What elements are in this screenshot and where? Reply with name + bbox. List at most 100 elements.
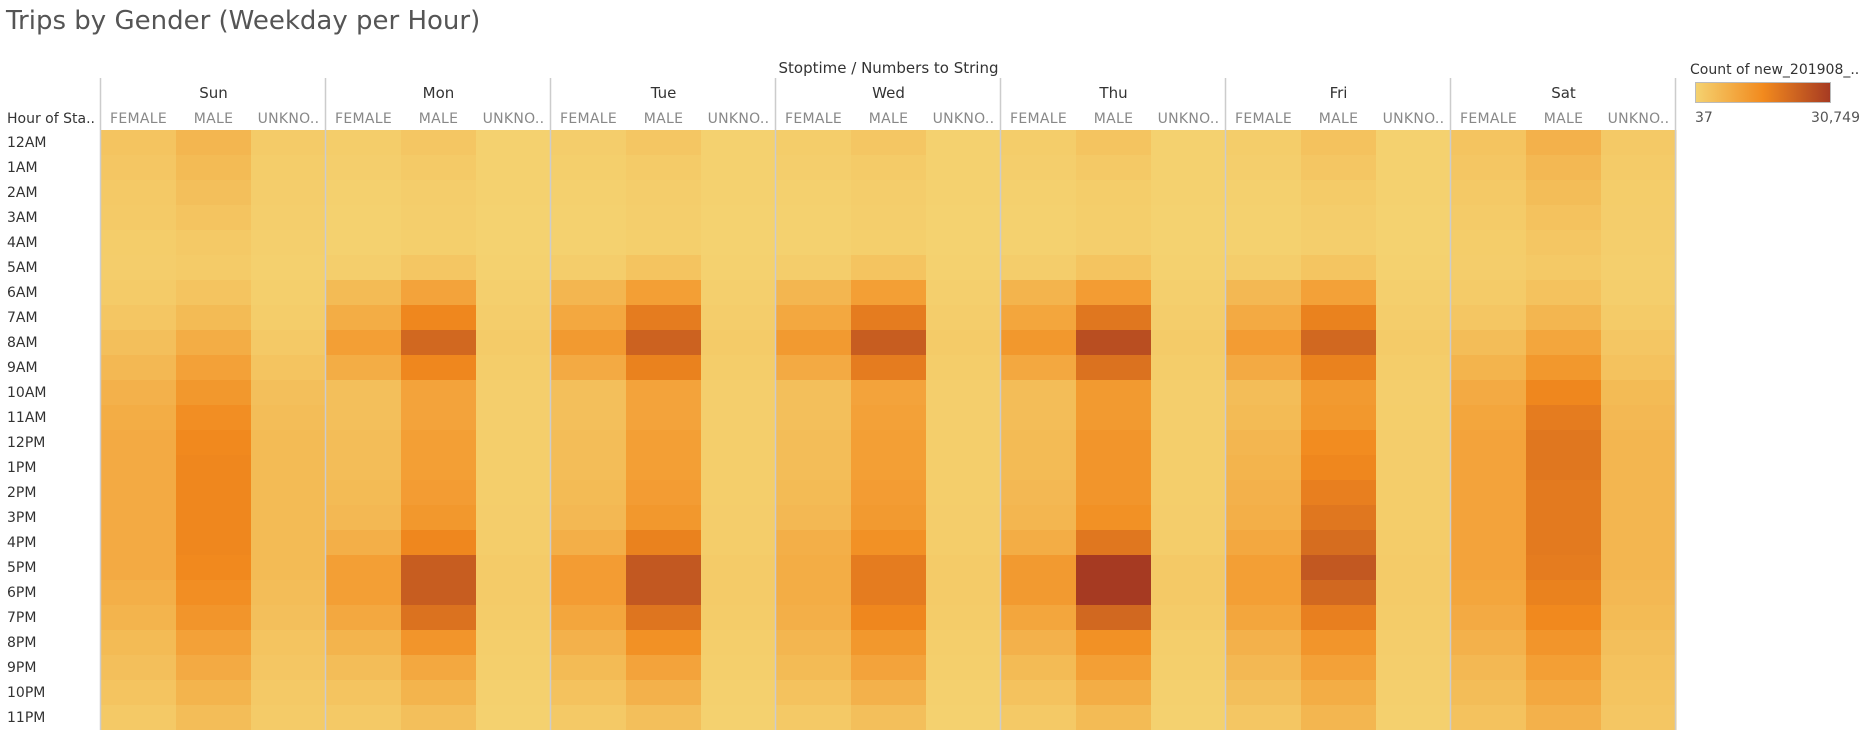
heatmap-cell-wed-female-7pm[interactable]: [776, 605, 852, 631]
heatmap-cell-sat-female-7am[interactable]: [1451, 305, 1527, 331]
heatmap-cell-mon-male-3am[interactable]: [401, 205, 477, 231]
heatmap-cell-mon-female-11pm[interactable]: [326, 705, 402, 730]
heatmap-cell-sat-male-11am[interactable]: [1526, 405, 1602, 431]
heatmap-cell-thu-male-10pm[interactable]: [1076, 680, 1152, 706]
heatmap-cell-wed-female-1am[interactable]: [776, 155, 852, 181]
heatmap-cell-tue-unknown-5am[interactable]: [701, 255, 777, 281]
heatmap-cell-wed-male-12am[interactable]: [851, 130, 927, 156]
heatmap-cell-sun-male-9am[interactable]: [176, 355, 252, 381]
heatmap-cell-mon-male-6am[interactable]: [401, 280, 477, 306]
heatmap-cell-thu-female-7am[interactable]: [1001, 305, 1077, 331]
heatmap-cell-sat-male-1pm[interactable]: [1526, 455, 1602, 481]
heatmap-cell-thu-unknown-6am[interactable]: [1151, 280, 1227, 306]
heatmap-cell-sun-female-1pm[interactable]: [101, 455, 177, 481]
heatmap-cell-sat-female-6pm[interactable]: [1451, 580, 1527, 606]
heatmap-cell-tue-male-2pm[interactable]: [626, 480, 702, 506]
heatmap-cell-tue-female-12am[interactable]: [551, 130, 627, 156]
heatmap-cell-fri-female-3pm[interactable]: [1226, 505, 1302, 531]
heatmap-cell-sun-female-6am[interactable]: [101, 280, 177, 306]
heatmap-cell-tue-female-7am[interactable]: [551, 305, 627, 331]
heatmap-cell-tue-female-1am[interactable]: [551, 155, 627, 181]
heatmap-cell-thu-female-9pm[interactable]: [1001, 655, 1077, 681]
heatmap-cell-mon-unknown-4pm[interactable]: [476, 530, 552, 556]
heatmap-cell-tue-female-7pm[interactable]: [551, 605, 627, 631]
heatmap-cell-thu-unknown-1am[interactable]: [1151, 155, 1227, 181]
heatmap-cell-thu-male-1pm[interactable]: [1076, 455, 1152, 481]
heatmap-cell-tue-unknown-10pm[interactable]: [701, 680, 777, 706]
heatmap-cell-mon-male-10am[interactable]: [401, 380, 477, 406]
heatmap-cell-wed-female-12am[interactable]: [776, 130, 852, 156]
heatmap-cell-sat-female-8am[interactable]: [1451, 330, 1527, 356]
heatmap-cell-sat-female-6am[interactable]: [1451, 280, 1527, 306]
heatmap-cell-sat-male-3pm[interactable]: [1526, 505, 1602, 531]
heatmap-cell-fri-male-7pm[interactable]: [1301, 605, 1377, 631]
heatmap-cell-tue-unknown-12am[interactable]: [701, 130, 777, 156]
heatmap-cell-sun-male-6am[interactable]: [176, 280, 252, 306]
heatmap-cell-mon-female-3am[interactable]: [326, 205, 402, 231]
heatmap-cell-tue-male-10pm[interactable]: [626, 680, 702, 706]
heatmap-cell-wed-unknown-6am[interactable]: [926, 280, 1002, 306]
heatmap-cell-tue-unknown-7pm[interactable]: [701, 605, 777, 631]
heatmap-cell-wed-female-10pm[interactable]: [776, 680, 852, 706]
heatmap-cell-sun-female-3am[interactable]: [101, 205, 177, 231]
heatmap-cell-sat-unknown-8am[interactable]: [1601, 330, 1677, 356]
heatmap-cell-sun-female-2am[interactable]: [101, 180, 177, 206]
heatmap-cell-fri-unknown-5am[interactable]: [1376, 255, 1452, 281]
heatmap-cell-sat-male-10am[interactable]: [1526, 380, 1602, 406]
heatmap-cell-sun-female-5am[interactable]: [101, 255, 177, 281]
heatmap-cell-mon-female-8am[interactable]: [326, 330, 402, 356]
heatmap-cell-mon-unknown-12pm[interactable]: [476, 430, 552, 456]
heatmap-cell-wed-unknown-12am[interactable]: [926, 130, 1002, 156]
heatmap-cell-sat-unknown-1pm[interactable]: [1601, 455, 1677, 481]
heatmap-cell-fri-female-3am[interactable]: [1226, 205, 1302, 231]
heatmap-cell-sun-female-2pm[interactable]: [101, 480, 177, 506]
heatmap-cell-wed-male-3pm[interactable]: [851, 505, 927, 531]
heatmap-cell-tue-male-3am[interactable]: [626, 205, 702, 231]
heatmap-cell-wed-unknown-2am[interactable]: [926, 180, 1002, 206]
heatmap-cell-wed-male-5pm[interactable]: [851, 555, 927, 581]
heatmap-cell-tue-female-11am[interactable]: [551, 405, 627, 431]
legend-gradient-bar[interactable]: [1695, 82, 1831, 104]
heatmap-cell-thu-male-9pm[interactable]: [1076, 655, 1152, 681]
heatmap-cell-mon-female-6am[interactable]: [326, 280, 402, 306]
heatmap-cell-sat-unknown-11am[interactable]: [1601, 405, 1677, 431]
heatmap-cell-sat-female-12pm[interactable]: [1451, 430, 1527, 456]
heatmap-cell-sat-male-8pm[interactable]: [1526, 630, 1602, 656]
heatmap-cell-mon-female-11am[interactable]: [326, 405, 402, 431]
heatmap-cell-sat-unknown-5pm[interactable]: [1601, 555, 1677, 581]
heatmap-cell-fri-female-8pm[interactable]: [1226, 630, 1302, 656]
heatmap-cell-thu-female-11pm[interactable]: [1001, 705, 1077, 730]
heatmap-cell-tue-male-8pm[interactable]: [626, 630, 702, 656]
heatmap-cell-sun-unknown-3pm[interactable]: [251, 505, 327, 531]
heatmap-cell-sat-male-12pm[interactable]: [1526, 430, 1602, 456]
heatmap-cell-mon-female-9pm[interactable]: [326, 655, 402, 681]
heatmap-cell-fri-male-8am[interactable]: [1301, 330, 1377, 356]
heatmap-cell-sat-male-9am[interactable]: [1526, 355, 1602, 381]
heatmap-cell-fri-male-1am[interactable]: [1301, 155, 1377, 181]
heatmap-cell-tue-unknown-8am[interactable]: [701, 330, 777, 356]
heatmap-cell-fri-unknown-1am[interactable]: [1376, 155, 1452, 181]
heatmap-cell-sat-male-7am[interactable]: [1526, 305, 1602, 331]
heatmap-cell-fri-male-12pm[interactable]: [1301, 430, 1377, 456]
heatmap-cell-tue-female-3am[interactable]: [551, 205, 627, 231]
heatmap-cell-sat-female-4am[interactable]: [1451, 230, 1527, 256]
heatmap-cell-tue-male-12pm[interactable]: [626, 430, 702, 456]
heatmap-cell-sat-unknown-7pm[interactable]: [1601, 605, 1677, 631]
heatmap-cell-sat-male-1am[interactable]: [1526, 155, 1602, 181]
heatmap-cell-fri-male-1pm[interactable]: [1301, 455, 1377, 481]
heatmap-cell-fri-female-4pm[interactable]: [1226, 530, 1302, 556]
heatmap-cell-mon-female-12pm[interactable]: [326, 430, 402, 456]
heatmap-cell-sat-unknown-3am[interactable]: [1601, 205, 1677, 231]
heatmap-cell-fri-female-7pm[interactable]: [1226, 605, 1302, 631]
heatmap-cell-mon-female-10am[interactable]: [326, 380, 402, 406]
heatmap-cell-thu-male-6pm[interactable]: [1076, 580, 1152, 606]
heatmap-cell-wed-male-4am[interactable]: [851, 230, 927, 256]
heatmap-cell-sat-female-10pm[interactable]: [1451, 680, 1527, 706]
heatmap-cell-sun-unknown-5pm[interactable]: [251, 555, 327, 581]
heatmap-cell-sun-unknown-3am[interactable]: [251, 205, 327, 231]
heatmap-cell-wed-female-6pm[interactable]: [776, 580, 852, 606]
heatmap-cell-thu-female-1am[interactable]: [1001, 155, 1077, 181]
heatmap-cell-wed-male-6am[interactable]: [851, 280, 927, 306]
heatmap-cell-wed-female-10am[interactable]: [776, 380, 852, 406]
heatmap-cell-wed-unknown-8am[interactable]: [926, 330, 1002, 356]
